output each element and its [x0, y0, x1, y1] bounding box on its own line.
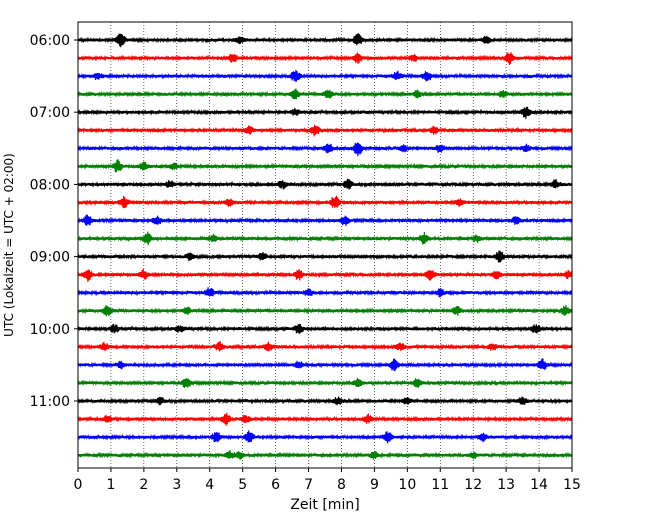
y-ticks: 06:00 07:00 08:00 09:00 10:00 11:00 — [30, 33, 78, 410]
trace-row-14 — [77, 268, 573, 282]
trace-row-24 — [77, 450, 573, 460]
trace-row-18 — [77, 341, 573, 352]
grid-layer — [110, 22, 540, 468]
trace-row-1 — [77, 33, 573, 48]
x-tick-label: 14 — [530, 477, 548, 493]
x-tick-label: 0 — [74, 477, 83, 493]
x-tick-label: 13 — [497, 477, 515, 493]
y-tick-label: 09:00 — [30, 250, 70, 266]
x-ticks: 0 1 2 3 4 5 6 7 8 9 10 11 12 13 14 15 — [74, 468, 581, 493]
x-tick-label: 15 — [563, 477, 581, 493]
x-tick-label: 5 — [238, 477, 247, 493]
x-tick-label: 11 — [431, 477, 449, 493]
x-tick-label: 6 — [271, 477, 280, 493]
x-tick-label: 7 — [304, 477, 313, 493]
x-tick-label: 1 — [106, 477, 115, 493]
x-tick-label: 9 — [370, 477, 379, 493]
x-tick-label: 10 — [398, 477, 416, 493]
x-tick-label: 2 — [139, 477, 148, 493]
trace-row-6 — [77, 124, 573, 137]
trace-row-7 — [77, 142, 573, 157]
trace-row-11 — [77, 214, 573, 227]
plot-frame — [77, 21, 573, 469]
trace-row-16 — [77, 304, 573, 317]
trace-row-23 — [77, 430, 573, 444]
trace-row-4 — [77, 88, 573, 100]
x-tick-label: 4 — [205, 477, 214, 493]
trace-row-21 — [77, 396, 573, 406]
trace-row-8 — [77, 159, 573, 173]
y-tick-label: 11:00 — [30, 394, 70, 410]
trace-row-20 — [77, 377, 573, 388]
x-tick-label: 3 — [172, 477, 181, 493]
y-tick-label: 10:00 — [30, 322, 70, 338]
trace-row-19 — [77, 358, 573, 372]
y-tick-label: 07:00 — [30, 105, 70, 121]
y-tick-label: 08:00 — [30, 177, 70, 193]
traces-layer — [77, 33, 573, 460]
x-tick-label: 8 — [337, 477, 346, 493]
trace-row-9 — [77, 178, 573, 190]
x-tick-label: 12 — [464, 477, 482, 493]
trace-row-15 — [77, 287, 573, 298]
trace-row-13 — [77, 250, 573, 263]
x-axis-label: Zeit [min] — [290, 497, 359, 513]
trace-row-2 — [77, 52, 573, 65]
trace-row-17 — [77, 323, 573, 334]
trace-row-12 — [77, 231, 573, 246]
y-tick-label: 06:00 — [30, 33, 70, 49]
trace-row-3 — [77, 69, 573, 82]
y-axis-label: UTC (Lokalzeit = UTC + 02:00) — [2, 153, 16, 337]
trace-row-22 — [77, 412, 573, 426]
trace-row-10 — [77, 195, 573, 209]
trace-row-5 — [77, 106, 573, 119]
